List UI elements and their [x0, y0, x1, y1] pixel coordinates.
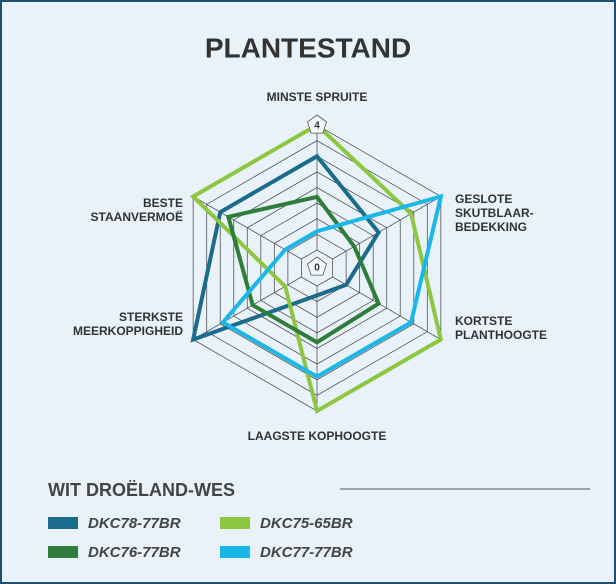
series-line	[189, 122, 444, 415]
tick-badge	[307, 256, 327, 276]
legend-swatch	[220, 517, 250, 529]
tick-label: 4	[314, 121, 320, 132]
axis-label: MINSTE SPRUITE	[267, 90, 368, 104]
axis-spoke	[332, 276, 442, 340]
axis-label: BESTE	[143, 196, 183, 210]
axis-label: GESLOTE	[455, 192, 512, 206]
legend-swatch	[48, 546, 78, 558]
legend-label: DKC76-77BR	[88, 544, 181, 561]
series-line	[225, 194, 382, 345]
axis-label: LAAGSTE KOPHOOGTE	[248, 429, 387, 443]
legend-label: DKC78-77BR	[88, 515, 181, 532]
series-line	[219, 193, 444, 379]
chart-title: PLANTESTAND	[205, 32, 411, 63]
legend-swatch	[220, 546, 250, 558]
legend-swatch	[48, 517, 78, 529]
axis-spoke	[192, 196, 302, 260]
legend-title: WIT DROËLAND-WES	[48, 480, 235, 500]
axis-label: SKUTBLAAR-	[455, 206, 534, 220]
axis-spoke	[192, 276, 302, 340]
legend-label: DKC77-77BR	[260, 544, 353, 561]
axis-label: STERKSTE	[119, 310, 183, 324]
axis-label: KORTSTE	[455, 314, 512, 328]
series-line	[190, 153, 382, 343]
axis-label: PLANTHOOGTE	[455, 328, 547, 342]
tick-label: 0	[314, 263, 320, 274]
axis-label: MEERKOPPIGHEID	[73, 324, 183, 338]
axis-spoke	[332, 196, 442, 260]
axis-label: BEDEKKING	[455, 220, 527, 234]
tick-badge	[307, 114, 327, 134]
legend-label: DKC75-65BR	[260, 515, 353, 532]
axis-label: STAANVERMOË	[91, 209, 183, 224]
